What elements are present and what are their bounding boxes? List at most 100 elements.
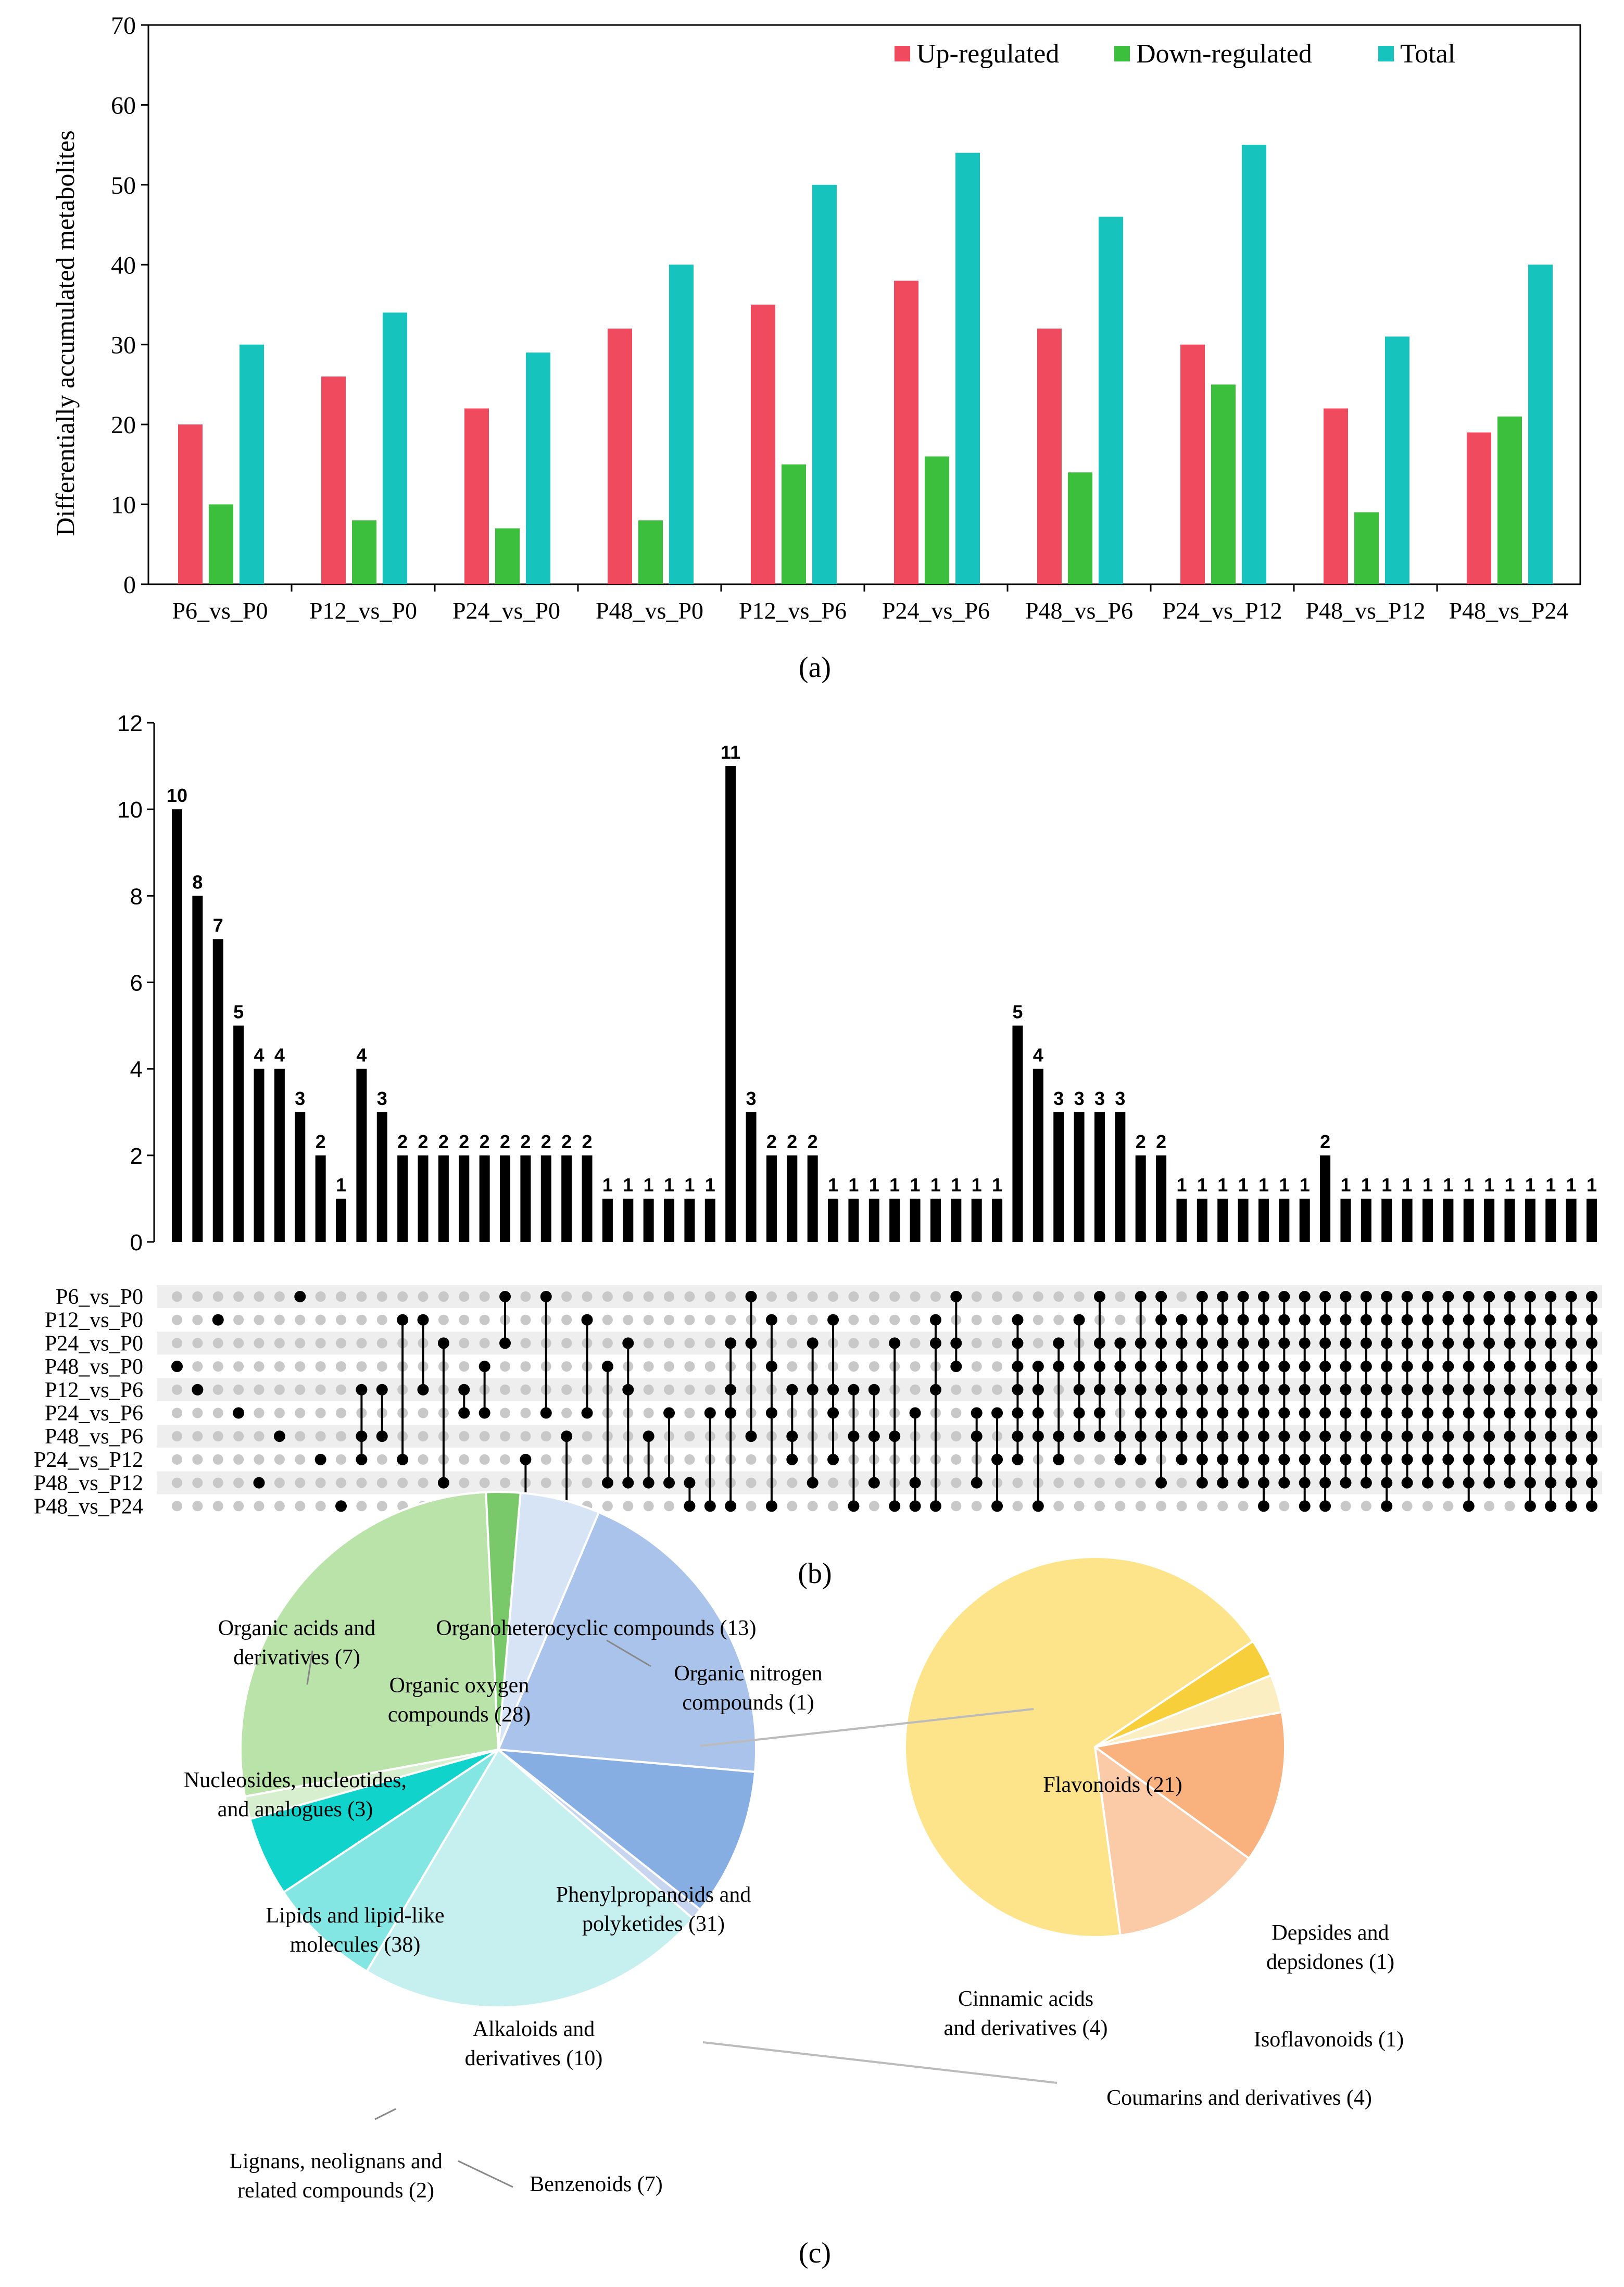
bar-total: [955, 153, 980, 584]
matrix-dot-filled: [1155, 1407, 1167, 1419]
matrix-dot-empty: [520, 1338, 531, 1349]
matrix-dot-empty: [397, 1477, 408, 1488]
matrix-dot-filled: [1093, 1291, 1105, 1302]
y-tick-label: 4: [130, 1057, 143, 1083]
matrix-dot-filled: [1155, 1337, 1167, 1349]
matrix-dot-filled: [1299, 1430, 1311, 1442]
bar-down-regulated: [1211, 384, 1236, 584]
matrix-dot-empty: [787, 1501, 798, 1512]
matrix-dot-empty: [315, 1338, 326, 1349]
matrix-dot-empty: [500, 1431, 511, 1442]
matrix-dot-empty: [664, 1501, 675, 1512]
slice-label: derivatives (10): [465, 2046, 603, 2070]
matrix-dot-filled: [1012, 1337, 1024, 1349]
matrix-dot-filled: [622, 1384, 634, 1396]
matrix-dot-filled: [1565, 1361, 1577, 1373]
matrix-dot-filled: [1360, 1430, 1372, 1442]
intersection-bar: [500, 1155, 511, 1242]
matrix-dot-filled: [1565, 1384, 1577, 1396]
matrix-dot-empty: [643, 1408, 654, 1418]
matrix-dot-filled: [950, 1361, 962, 1373]
matrix-dot-empty: [1012, 1477, 1023, 1488]
matrix-dot-empty: [212, 1408, 223, 1418]
bar-value-label: 1: [1566, 1174, 1577, 1196]
set-label: P12_vs_P6: [45, 1378, 143, 1402]
intersection-bar: [192, 896, 203, 1242]
matrix-dot-empty: [623, 1501, 634, 1512]
slice-label: related compounds (2): [237, 2179, 434, 2203]
matrix-dot-filled: [1586, 1453, 1597, 1465]
slice-label: Organoheterocyclic compounds (13): [436, 1616, 756, 1640]
y-tick-label: 20: [111, 411, 136, 439]
matrix-dot-empty: [295, 1431, 306, 1442]
matrix-dot-filled: [1257, 1337, 1269, 1349]
bar-value-label: 3: [746, 1088, 757, 1109]
bar-value-label: 3: [377, 1088, 387, 1109]
matrix-dot-filled: [581, 1314, 593, 1326]
matrix-dot-filled: [1196, 1291, 1208, 1302]
matrix-dot-filled: [1032, 1384, 1044, 1396]
matrix-dot-empty: [192, 1454, 203, 1465]
matrix-dot-empty: [1074, 1454, 1085, 1465]
matrix-dot-filled: [663, 1407, 675, 1419]
slice-label: derivatives (7): [233, 1645, 360, 1669]
matrix-dot-empty: [643, 1291, 654, 1302]
matrix-dot-filled: [807, 1477, 819, 1489]
matrix-dot-empty: [336, 1338, 347, 1349]
matrix-dot-filled: [1421, 1477, 1433, 1489]
set-label: P24_vs_P0: [45, 1331, 143, 1355]
matrix-dot-empty: [459, 1431, 470, 1442]
matrix-dot-empty: [971, 1501, 982, 1512]
matrix-dot-filled: [1360, 1361, 1372, 1373]
matrix-dot-empty: [1361, 1501, 1371, 1512]
matrix-dot-filled: [1524, 1384, 1536, 1396]
bar-value-label: 2: [418, 1131, 429, 1152]
bar-value-label: 1: [869, 1174, 879, 1196]
matrix-dot-filled: [1401, 1337, 1413, 1349]
intersection-bar: [520, 1155, 531, 1242]
matrix-dot-filled: [1155, 1384, 1167, 1396]
matrix-dot-empty: [479, 1477, 490, 1488]
y-tick-label: 10: [117, 797, 143, 823]
matrix-dot-empty: [418, 1477, 429, 1488]
intersection-bar: [1074, 1112, 1085, 1242]
matrix-dot-empty: [520, 1408, 531, 1418]
bar-value-label: 5: [233, 1001, 244, 1023]
matrix-dot-filled: [1463, 1361, 1475, 1373]
matrix-dot-filled: [437, 1477, 449, 1489]
matrix-dot-empty: [1094, 1454, 1105, 1465]
matrix-dot-filled: [889, 1337, 901, 1349]
matrix-dot-filled: [827, 1314, 839, 1326]
bar-value-label: 1: [1504, 1174, 1515, 1196]
matrix-dot-filled: [1442, 1384, 1454, 1396]
bar-value-label: 1: [336, 1174, 346, 1196]
matrix-dot-empty: [540, 1431, 551, 1442]
bar-total: [1385, 336, 1409, 584]
matrix-dot-filled: [376, 1384, 388, 1396]
matrix-dot-empty: [274, 1338, 285, 1349]
matrix-dot-filled: [929, 1384, 941, 1396]
matrix-dot-empty: [623, 1314, 634, 1325]
intersection-bar: [766, 1155, 777, 1242]
set-label: P24_vs_P6: [45, 1402, 143, 1426]
intersection-bar: [254, 1069, 265, 1242]
matrix-dot-filled: [1135, 1291, 1147, 1302]
matrix-dot-filled: [1093, 1361, 1105, 1373]
matrix-dot-empty: [704, 1338, 715, 1349]
matrix-dot-empty: [172, 1384, 182, 1395]
matrix-dot-filled: [1442, 1407, 1454, 1419]
bar-value-label: 1: [684, 1174, 695, 1196]
matrix-dot-filled: [1257, 1430, 1269, 1442]
matrix-dot-filled: [540, 1407, 552, 1419]
matrix-dot-filled: [1463, 1477, 1475, 1489]
intersection-bar: [848, 1198, 859, 1242]
x-tick-label: P48_vs_P6: [1025, 597, 1133, 624]
matrix-dot-filled: [1257, 1453, 1269, 1465]
intersection-bar: [418, 1155, 429, 1242]
matrix-dot-filled: [1545, 1453, 1557, 1465]
matrix-dot-empty: [1033, 1314, 1043, 1325]
x-tick-label: P24_vs_P6: [882, 597, 990, 624]
y-tick-label: 10: [111, 492, 136, 519]
matrix-dot-empty: [664, 1291, 675, 1302]
matrix-dot-empty: [910, 1384, 921, 1395]
